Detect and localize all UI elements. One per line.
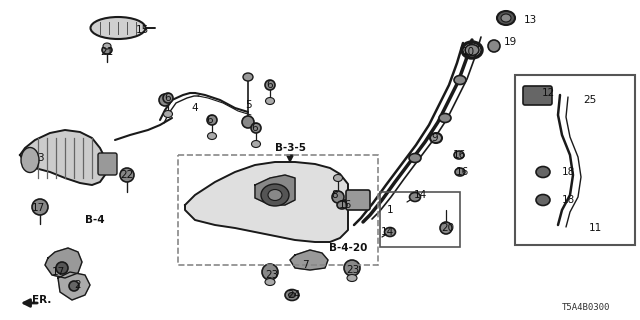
Text: B-3-5: B-3-5 <box>275 143 305 153</box>
Text: FR.: FR. <box>32 295 52 305</box>
Ellipse shape <box>268 189 282 201</box>
Ellipse shape <box>347 275 357 282</box>
Text: 3: 3 <box>36 153 44 163</box>
Circle shape <box>262 264 278 280</box>
Text: 10: 10 <box>461 47 475 57</box>
Ellipse shape <box>536 195 550 205</box>
Ellipse shape <box>266 98 275 105</box>
Ellipse shape <box>501 14 511 22</box>
Text: 12: 12 <box>541 88 555 98</box>
Circle shape <box>207 115 217 125</box>
Text: 16: 16 <box>452 150 466 160</box>
Text: 18: 18 <box>561 195 575 205</box>
Text: 25: 25 <box>584 95 596 105</box>
Ellipse shape <box>163 110 173 117</box>
FancyBboxPatch shape <box>346 190 370 210</box>
Text: 14: 14 <box>413 190 427 200</box>
Text: 7: 7 <box>301 260 308 270</box>
Ellipse shape <box>333 174 342 181</box>
Circle shape <box>120 168 134 182</box>
Text: 6: 6 <box>267 80 273 90</box>
Ellipse shape <box>337 201 347 209</box>
Ellipse shape <box>289 292 296 298</box>
Text: 23: 23 <box>346 265 360 275</box>
Circle shape <box>440 222 452 234</box>
Text: 20: 20 <box>442 223 454 233</box>
Ellipse shape <box>207 132 216 140</box>
Polygon shape <box>290 250 328 270</box>
Circle shape <box>32 199 48 215</box>
Text: 9: 9 <box>432 133 438 143</box>
Ellipse shape <box>410 193 420 202</box>
Ellipse shape <box>439 114 451 123</box>
Circle shape <box>332 191 344 203</box>
Circle shape <box>159 94 171 106</box>
Ellipse shape <box>465 44 479 55</box>
Ellipse shape <box>285 290 299 300</box>
Polygon shape <box>20 130 108 185</box>
Polygon shape <box>45 248 82 278</box>
Polygon shape <box>58 272 90 300</box>
Text: 16: 16 <box>339 200 351 210</box>
Text: 23: 23 <box>266 270 278 280</box>
Circle shape <box>163 93 173 103</box>
Text: 5: 5 <box>244 100 252 110</box>
Ellipse shape <box>536 166 550 178</box>
Ellipse shape <box>385 228 396 236</box>
Text: 11: 11 <box>588 223 602 233</box>
Ellipse shape <box>497 11 515 25</box>
Text: 21: 21 <box>100 47 114 57</box>
Text: 16: 16 <box>456 167 468 177</box>
FancyBboxPatch shape <box>523 86 552 105</box>
Ellipse shape <box>90 17 145 39</box>
Ellipse shape <box>103 43 111 49</box>
Ellipse shape <box>243 73 253 81</box>
Text: 17: 17 <box>51 267 65 277</box>
Bar <box>380 192 460 247</box>
Text: 4: 4 <box>192 103 198 113</box>
Text: 22: 22 <box>120 170 134 180</box>
Text: 24: 24 <box>287 290 301 300</box>
Text: 19: 19 <box>504 37 516 47</box>
Circle shape <box>265 80 275 90</box>
Text: B-4-20: B-4-20 <box>329 243 367 253</box>
Ellipse shape <box>454 151 464 159</box>
Text: 8: 8 <box>332 190 339 200</box>
Circle shape <box>344 260 360 276</box>
Text: 1: 1 <box>387 205 394 215</box>
Ellipse shape <box>252 140 260 148</box>
Circle shape <box>69 281 79 291</box>
Circle shape <box>242 116 254 128</box>
Circle shape <box>251 123 261 133</box>
Text: 15: 15 <box>136 25 148 35</box>
Ellipse shape <box>21 148 39 172</box>
Bar <box>515 75 635 245</box>
Text: 6: 6 <box>164 93 172 103</box>
Ellipse shape <box>430 133 442 143</box>
Circle shape <box>488 40 500 52</box>
Ellipse shape <box>265 278 275 285</box>
Circle shape <box>56 262 68 274</box>
Ellipse shape <box>455 168 465 176</box>
Polygon shape <box>255 175 295 205</box>
Text: 17: 17 <box>31 203 45 213</box>
Bar <box>178 155 378 265</box>
Ellipse shape <box>454 76 466 84</box>
FancyBboxPatch shape <box>98 153 117 175</box>
Text: T5A4B0300: T5A4B0300 <box>562 303 610 312</box>
Polygon shape <box>185 162 348 242</box>
Ellipse shape <box>102 46 112 54</box>
Text: 2: 2 <box>75 280 81 290</box>
Text: 13: 13 <box>524 15 536 25</box>
Text: B-4: B-4 <box>85 215 105 225</box>
Text: 6: 6 <box>252 123 259 133</box>
Ellipse shape <box>261 184 289 206</box>
Ellipse shape <box>409 154 421 163</box>
Text: 6: 6 <box>207 115 213 125</box>
Text: 14: 14 <box>380 227 394 237</box>
Text: 18: 18 <box>561 167 575 177</box>
